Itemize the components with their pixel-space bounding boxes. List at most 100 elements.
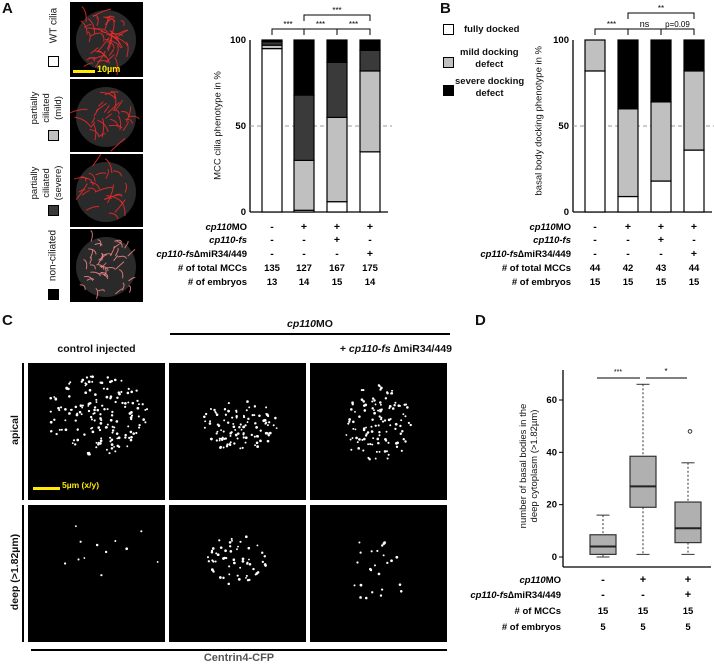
basal-body-dot bbox=[256, 445, 260, 449]
text: cp110 bbox=[519, 575, 546, 586]
basal-body-dot bbox=[91, 375, 94, 379]
basal-body-dot bbox=[405, 403, 408, 406]
basal-body-dot bbox=[378, 430, 381, 434]
basal-body-dot bbox=[223, 419, 226, 422]
cilium bbox=[90, 181, 100, 190]
column-value-mo: - bbox=[270, 221, 274, 233]
basal-body-dot bbox=[347, 422, 350, 425]
cilium bbox=[99, 32, 105, 42]
column-value-mo: + bbox=[685, 574, 691, 586]
significance-label: *** bbox=[614, 369, 622, 376]
basal-body-dot bbox=[246, 421, 249, 423]
basal-body-dot bbox=[124, 402, 127, 405]
basal-body-dot bbox=[105, 426, 108, 429]
basal-body-dot bbox=[130, 410, 133, 414]
cilium bbox=[105, 168, 109, 179]
basal-body-dot bbox=[377, 409, 380, 412]
basal-body-dot bbox=[406, 406, 409, 409]
basal-body-dot bbox=[81, 404, 84, 407]
basal-body-dot bbox=[111, 410, 114, 414]
cilium bbox=[91, 116, 96, 124]
basal-body-dot bbox=[218, 437, 221, 440]
row-label-total: # of total MCCs bbox=[502, 263, 571, 274]
basal-body-dot bbox=[89, 415, 93, 419]
basal-body-dot bbox=[264, 422, 267, 425]
basal-body-dot bbox=[391, 407, 395, 410]
basal-body-dot bbox=[400, 419, 403, 422]
column-value-dm: + bbox=[367, 248, 373, 260]
basal-body-dot bbox=[223, 557, 226, 560]
basal-body-dot bbox=[141, 403, 144, 406]
basal-body-dot bbox=[241, 559, 245, 563]
cilium bbox=[89, 264, 96, 270]
basal-body-dot bbox=[386, 391, 389, 394]
basal-body-dot bbox=[353, 584, 356, 587]
basal-body-dot bbox=[144, 408, 147, 411]
panel-label-b: B bbox=[440, 0, 451, 17]
cilium bbox=[124, 240, 129, 249]
basal-body-dot bbox=[369, 567, 372, 571]
column-value-embryos: 15 bbox=[689, 277, 700, 288]
basal-body-dot bbox=[242, 436, 245, 439]
basal-body-dot bbox=[85, 376, 89, 379]
basal-body-dot bbox=[352, 427, 355, 430]
basal-body-dot bbox=[390, 392, 392, 395]
basal-body-dot bbox=[76, 428, 79, 431]
basal-body-dot bbox=[97, 426, 101, 429]
basal-body-dot bbox=[236, 574, 239, 577]
basal-body-dot bbox=[79, 404, 83, 407]
basal-body-dot bbox=[232, 425, 236, 429]
basal-body-dot bbox=[348, 418, 351, 421]
micrograph-mo-deep bbox=[169, 505, 306, 642]
micrograph-control-apical: 5µm (x/y) bbox=[28, 363, 165, 500]
column-value-embryos: 15 bbox=[656, 277, 667, 288]
basal-body-dot bbox=[255, 572, 259, 575]
row-label-rescue: cp110-fs∆miR34/449 bbox=[156, 249, 247, 260]
cilium bbox=[105, 54, 115, 63]
basal-body-dot bbox=[220, 429, 222, 432]
basal-body-dot bbox=[228, 565, 231, 568]
cilium bbox=[90, 121, 96, 128]
basal-body-dot bbox=[371, 400, 374, 403]
basal-body-dot bbox=[80, 413, 83, 416]
basal-body-dot bbox=[387, 441, 390, 444]
basal-body-dot bbox=[378, 450, 381, 453]
text: MO bbox=[232, 222, 247, 233]
significance-bracket bbox=[660, 28, 695, 35]
basal-body-dot bbox=[91, 380, 94, 383]
basal-body-dot bbox=[99, 441, 102, 445]
basal-body-dot bbox=[138, 403, 140, 406]
column-value-embryos: 14 bbox=[299, 277, 310, 288]
basal-body-dot bbox=[136, 406, 140, 410]
cilium bbox=[114, 199, 126, 213]
basal-body-dot bbox=[275, 427, 278, 430]
cilium bbox=[115, 99, 123, 111]
basal-body-dot bbox=[49, 410, 52, 413]
basal-body-dot bbox=[228, 541, 232, 544]
basal-body-dot bbox=[248, 406, 251, 409]
basal-body-dot bbox=[229, 441, 232, 444]
cilium bbox=[108, 34, 123, 49]
scale-bar-label: 5µm (x/y) bbox=[62, 480, 100, 490]
basal-body-dot bbox=[53, 396, 56, 398]
basal-body-dot bbox=[124, 433, 127, 437]
column-value-dm: - bbox=[626, 248, 630, 260]
basal-body-dot bbox=[113, 445, 115, 448]
basal-body-dot bbox=[126, 391, 130, 395]
basal-body-dot bbox=[129, 438, 133, 442]
basal-body-dot bbox=[214, 560, 217, 563]
basal-body-dot bbox=[130, 390, 133, 394]
column-value-total: 175 bbox=[362, 263, 379, 274]
basal-body-dot bbox=[114, 450, 117, 453]
basal-body-dot bbox=[213, 408, 216, 412]
y-tick-label: 40 bbox=[546, 447, 557, 458]
basal-body-dot bbox=[88, 453, 91, 456]
basal-body-dot bbox=[115, 432, 119, 435]
significance-label: *** bbox=[349, 20, 358, 29]
basal-body-dot bbox=[68, 395, 71, 398]
basal-body-dot bbox=[54, 397, 57, 400]
basal-body-dot bbox=[49, 430, 52, 433]
basal-body-dot bbox=[55, 432, 58, 436]
cilium bbox=[124, 182, 128, 193]
